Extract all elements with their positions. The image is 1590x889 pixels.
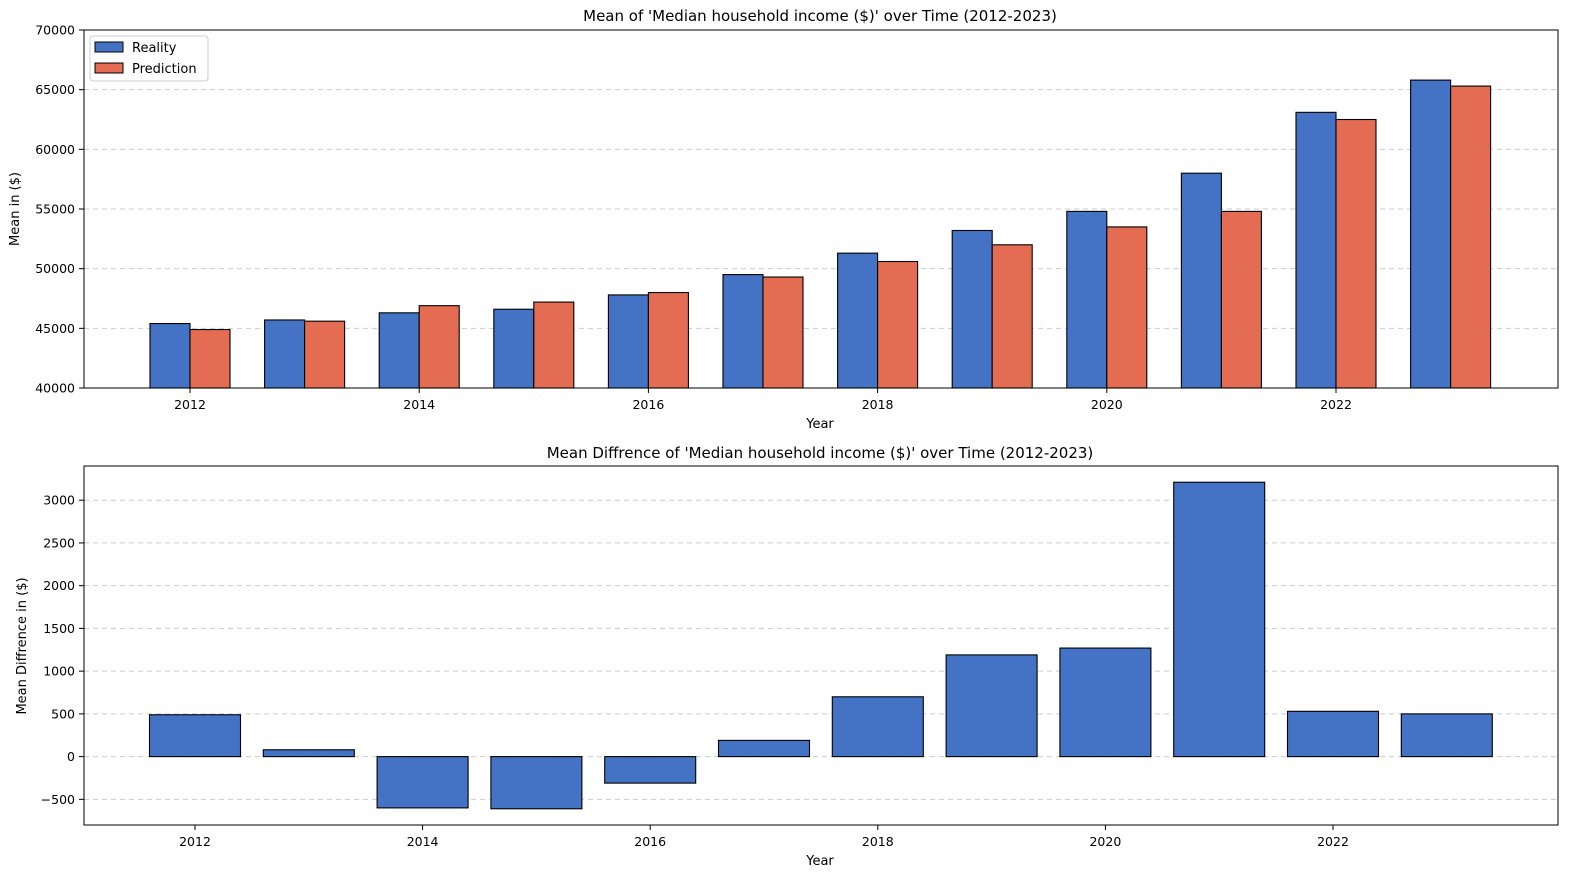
chart-income-difference: Mean Diffrence of 'Median household inco… [15, 444, 1559, 869]
bar-reality-2013 [264, 319, 306, 389]
chart-income-mean: Mean of 'Median household income ($)' ov… [8, 7, 1559, 432]
y-axis-label: Mean in ($) [8, 172, 23, 246]
bar-reality-2021 [1180, 172, 1222, 389]
bar-reality-2022 [1295, 111, 1337, 389]
x-axis-ticks: 2012 2014 2016 2018 2020 2022 [179, 825, 1349, 849]
y-tick-label: 3000 [43, 493, 75, 508]
bar-difference-2015 [490, 756, 583, 810]
x-tick-label: 2014 [407, 834, 439, 849]
x-tick-label: 2012 [179, 834, 211, 849]
x-tick-label: 2016 [634, 834, 666, 849]
bar-prediction-2018 [877, 260, 919, 389]
bar-difference-2016 [604, 756, 697, 784]
legend-swatch-prediction [94, 62, 124, 74]
bar-prediction-2022 [1335, 118, 1377, 389]
y-tick-label: 45000 [35, 321, 75, 336]
x-tick-label: 2012 [174, 397, 206, 412]
legend-swatch-reality [94, 41, 124, 53]
bar-reality-2012 [149, 323, 191, 389]
bar-reality-2014 [378, 312, 420, 389]
bar-prediction-2016 [647, 291, 689, 389]
y-tick-label: 2500 [43, 535, 75, 550]
bar-reality-2023 [1410, 79, 1452, 389]
y-tick-label: 1000 [43, 664, 75, 679]
bar-reality-2020 [1066, 210, 1108, 389]
y-axis-label: Mean Diffrence in ($) [15, 577, 30, 714]
bar-difference-2021 [1173, 481, 1266, 758]
x-tick-label: 2018 [862, 397, 894, 412]
y-tick-label: 1500 [43, 621, 75, 636]
x-axis-label: Year [805, 417, 834, 432]
y-tick-label: 500 [51, 706, 75, 721]
x-tick-label: 2022 [1320, 397, 1352, 412]
bar-reality-2017 [722, 274, 764, 389]
bar-prediction-2019 [991, 244, 1033, 389]
bar-difference-2014 [376, 756, 469, 809]
bar-prediction-2021 [1220, 210, 1262, 389]
bar-difference-2020 [1059, 647, 1152, 758]
bar-prediction-2014 [418, 305, 460, 389]
bar-prediction-2012 [189, 328, 231, 389]
bar-prediction-2020 [1106, 226, 1148, 389]
x-tick-label: 2018 [862, 834, 894, 849]
bar-difference-2022 [1286, 710, 1380, 758]
bar-difference-2013 [262, 749, 355, 758]
bars [149, 79, 1492, 389]
x-tick-label: 2016 [632, 397, 664, 412]
bar-reality-2015 [493, 308, 535, 389]
y-tick-label: 65000 [35, 82, 75, 97]
y-tick-label: 0 [67, 749, 75, 764]
bar-difference-2023 [1400, 713, 1493, 758]
y-axis-ticks: 40000 45000 50000 55000 60000 65000 70000 [35, 23, 84, 396]
y-tick-label: −500 [41, 792, 75, 807]
y-tick-label: 50000 [35, 261, 75, 276]
bars [148, 481, 1493, 810]
y-tick-label: 55000 [35, 202, 75, 217]
bar-difference-2019 [945, 654, 1038, 758]
bar-prediction-2023 [1450, 85, 1492, 389]
y-tick-label: 60000 [35, 142, 75, 157]
chart-title: Mean of 'Median household income ($)' ov… [583, 7, 1057, 25]
y-tick-label: 70000 [35, 23, 75, 38]
bar-prediction-2017 [762, 276, 804, 389]
bar-reality-2018 [837, 252, 879, 389]
x-tick-label: 2020 [1089, 834, 1121, 849]
y-tick-label: 40000 [35, 381, 75, 396]
bar-reality-2016 [607, 294, 649, 389]
bar-difference-2012 [148, 714, 242, 758]
plot-area [83, 465, 1559, 826]
legend-label-prediction: Prediction [132, 62, 197, 77]
bar-difference-2018 [831, 696, 924, 758]
chart-title: Mean Diffrence of 'Median household inco… [547, 444, 1094, 462]
bar-prediction-2015 [533, 301, 575, 389]
y-tick-label: 2000 [43, 578, 75, 593]
y-axis-ticks: −500 0 500 1000 1500 2000 2500 3000 [41, 493, 84, 807]
x-tick-label: 2022 [1317, 834, 1349, 849]
x-tick-label: 2020 [1091, 397, 1123, 412]
bar-difference-2017 [717, 739, 811, 758]
legend: Reality Prediction [89, 35, 209, 82]
legend-label-reality: Reality [132, 41, 177, 56]
x-axis-ticks: 2012 2014 2016 2018 2020 2022 [174, 388, 1352, 412]
x-tick-label: 2014 [403, 397, 435, 412]
bar-reality-2019 [951, 229, 993, 389]
bar-prediction-2013 [304, 320, 346, 389]
x-axis-label: Year [805, 854, 834, 869]
